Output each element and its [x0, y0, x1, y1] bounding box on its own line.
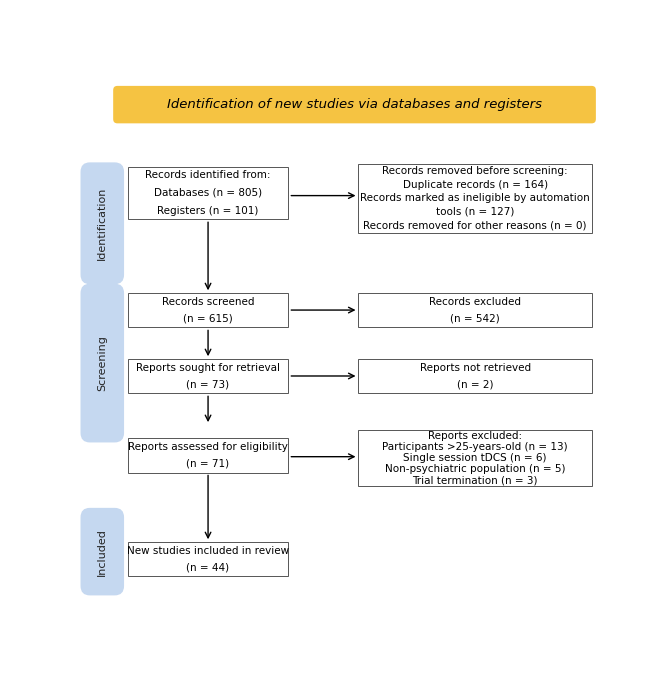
FancyBboxPatch shape [359, 359, 592, 393]
FancyBboxPatch shape [128, 542, 288, 576]
Text: Trial termination (n = 3): Trial termination (n = 3) [412, 475, 538, 485]
Text: Single session tDCS (n = 6): Single session tDCS (n = 6) [403, 453, 547, 463]
FancyBboxPatch shape [359, 430, 592, 486]
Text: tools (n = 127): tools (n = 127) [436, 207, 514, 217]
Text: Reports assessed for eligibility: Reports assessed for eligibility [128, 442, 288, 452]
Text: Databases (n = 805): Databases (n = 805) [154, 188, 262, 198]
Text: (n = 542): (n = 542) [450, 314, 500, 324]
Text: (n = 73): (n = 73) [187, 379, 229, 390]
Text: Records excluded: Records excluded [429, 297, 521, 307]
Text: Records screened: Records screened [162, 297, 254, 307]
FancyBboxPatch shape [80, 162, 124, 284]
FancyBboxPatch shape [80, 508, 124, 595]
Text: Identification: Identification [97, 186, 107, 260]
Text: (n = 44): (n = 44) [187, 563, 229, 573]
Text: Records removed before screening:: Records removed before screening: [382, 166, 568, 176]
Text: New studies included in review: New studies included in review [127, 546, 289, 556]
Text: (n = 2): (n = 2) [457, 379, 493, 390]
Text: Reports sought for retrieval: Reports sought for retrieval [136, 362, 280, 373]
Text: Non-psychiatric population (n = 5): Non-psychiatric population (n = 5) [385, 464, 565, 474]
Text: Records marked as ineligible by automation: Records marked as ineligible by automati… [360, 193, 590, 203]
Text: Registers (n = 101): Registers (n = 101) [157, 206, 259, 216]
Text: Reports excluded:: Reports excluded: [428, 431, 522, 441]
Text: Records identified from:: Records identified from: [145, 171, 271, 180]
Text: (n = 71): (n = 71) [187, 459, 229, 469]
FancyBboxPatch shape [128, 438, 288, 473]
Text: (n = 615): (n = 615) [183, 314, 233, 324]
Text: Identification of new studies via databases and registers: Identification of new studies via databa… [167, 98, 542, 111]
FancyBboxPatch shape [128, 293, 288, 327]
Text: Duplicate records (n = 164): Duplicate records (n = 164) [403, 179, 548, 190]
Text: Participants >25-years-old (n = 13): Participants >25-years-old (n = 13) [382, 442, 568, 452]
Text: Records removed for other reasons (n = 0): Records removed for other reasons (n = 0… [363, 221, 587, 231]
FancyBboxPatch shape [359, 293, 592, 327]
FancyBboxPatch shape [80, 284, 124, 443]
FancyBboxPatch shape [113, 86, 596, 123]
Text: Included: Included [97, 527, 107, 575]
Text: Screening: Screening [97, 335, 107, 391]
FancyBboxPatch shape [128, 166, 288, 219]
Text: Reports not retrieved: Reports not retrieved [419, 362, 531, 373]
FancyBboxPatch shape [359, 164, 592, 232]
FancyBboxPatch shape [128, 359, 288, 393]
